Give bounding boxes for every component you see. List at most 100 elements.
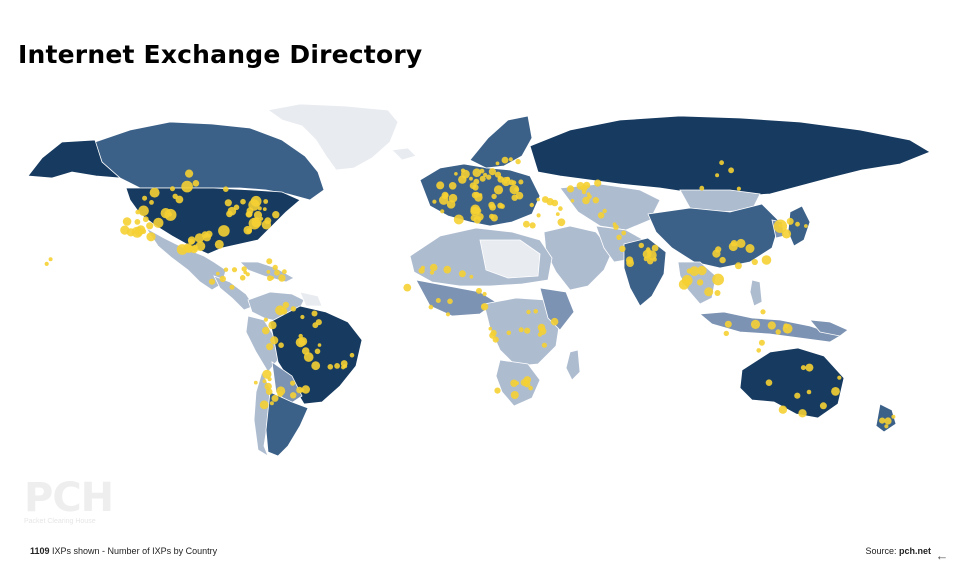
ixp-marker[interactable]: [891, 414, 896, 419]
ixp-marker[interactable]: [216, 271, 220, 276]
ixp-marker[interactable]: [440, 209, 445, 214]
ixp-marker[interactable]: [264, 382, 272, 391]
ixp-marker[interactable]: [518, 327, 524, 333]
ixp-marker[interactable]: [327, 364, 334, 370]
ixp-marker[interactable]: [474, 191, 480, 198]
ixp-marker[interactable]: [761, 255, 772, 265]
ixp-marker[interactable]: [246, 228, 252, 234]
ixp-marker[interactable]: [483, 172, 488, 177]
ixp-marker[interactable]: [429, 263, 438, 272]
ixp-marker[interactable]: [469, 176, 473, 181]
ixp-marker[interactable]: [685, 278, 691, 284]
ixp-marker[interactable]: [602, 208, 607, 214]
ixp-marker[interactable]: [751, 258, 758, 266]
ixp-marker[interactable]: [263, 199, 269, 204]
ixp-marker[interactable]: [280, 307, 288, 315]
ixp-marker[interactable]: [712, 249, 721, 258]
ixp-marker[interactable]: [550, 317, 559, 326]
ixp-marker[interactable]: [259, 400, 269, 410]
ixp-marker[interactable]: [719, 160, 724, 166]
ixp-marker[interactable]: [515, 381, 519, 385]
ixp-marker[interactable]: [262, 369, 272, 379]
ixp-marker[interactable]: [765, 379, 773, 387]
ixp-marker[interactable]: [576, 182, 585, 190]
ixp-marker[interactable]: [488, 168, 496, 176]
ixp-marker[interactable]: [715, 173, 720, 178]
ixp-marker[interactable]: [195, 241, 206, 252]
ixp-marker[interactable]: [510, 379, 518, 387]
ixp-marker[interactable]: [819, 402, 827, 410]
ixp-marker[interactable]: [523, 220, 530, 228]
source-link[interactable]: pch.net: [898, 546, 931, 556]
ixp-marker[interactable]: [311, 310, 318, 317]
ixp-marker[interactable]: [520, 379, 528, 386]
ixp-marker[interactable]: [253, 211, 263, 220]
ixp-marker[interactable]: [192, 180, 200, 187]
ixp-marker[interactable]: [272, 264, 278, 271]
ixp-marker[interactable]: [489, 203, 496, 211]
arrow-left-icon[interactable]: ←: [935, 548, 949, 563]
ixp-marker[interactable]: [482, 291, 487, 297]
ixp-marker[interactable]: [524, 327, 531, 334]
ixp-marker[interactable]: [884, 424, 889, 429]
ixp-marker[interactable]: [476, 287, 482, 294]
ixp-marker[interactable]: [795, 221, 800, 227]
ixp-marker[interactable]: [510, 391, 519, 399]
ixp-marker[interactable]: [621, 230, 627, 236]
ixp-marker[interactable]: [619, 245, 626, 252]
ixp-marker[interactable]: [253, 380, 258, 385]
ixp-marker[interactable]: [786, 217, 794, 225]
ixp-marker[interactable]: [447, 298, 453, 305]
ixp-marker[interactable]: [231, 267, 238, 273]
ixp-marker[interactable]: [472, 184, 479, 191]
ixp-marker[interactable]: [276, 386, 286, 396]
ixp-marker[interactable]: [223, 267, 229, 272]
ixp-marker[interactable]: [120, 225, 130, 235]
ixp-marker[interactable]: [241, 266, 247, 272]
ixp-marker[interactable]: [218, 225, 230, 237]
ixp-marker[interactable]: [736, 238, 746, 248]
ixp-marker[interactable]: [334, 363, 340, 369]
ixp-marker[interactable]: [48, 257, 53, 262]
ixp-marker[interactable]: [454, 172, 458, 176]
ixp-marker[interactable]: [884, 417, 892, 425]
ixp-marker[interactable]: [730, 240, 738, 247]
ixp-marker[interactable]: [489, 213, 495, 220]
ixp-marker[interactable]: [537, 323, 546, 332]
ixp-marker[interactable]: [403, 283, 412, 292]
ixp-marker[interactable]: [555, 212, 560, 217]
ixp-marker[interactable]: [290, 380, 296, 386]
ixp-marker[interactable]: [479, 175, 486, 182]
ixp-marker[interactable]: [435, 298, 441, 303]
ixp-marker[interactable]: [612, 222, 617, 227]
ixp-marker[interactable]: [470, 206, 480, 217]
ixp-marker[interactable]: [44, 261, 49, 266]
ixp-marker[interactable]: [153, 217, 164, 228]
ixp-marker[interactable]: [586, 192, 591, 196]
ixp-marker[interactable]: [570, 198, 575, 203]
ixp-marker[interactable]: [778, 405, 788, 414]
ixp-marker[interactable]: [541, 196, 549, 203]
ixp-marker[interactable]: [723, 330, 729, 337]
ixp-marker[interactable]: [583, 181, 591, 189]
ixp-marker[interactable]: [188, 238, 195, 245]
ixp-marker[interactable]: [282, 269, 287, 275]
ixp-marker[interactable]: [804, 224, 808, 228]
ixp-marker[interactable]: [529, 202, 534, 208]
ixp-marker[interactable]: [134, 219, 141, 225]
ixp-marker[interactable]: [229, 284, 235, 290]
ixp-marker[interactable]: [581, 190, 587, 195]
ixp-marker[interactable]: [208, 278, 216, 285]
ixp-marker[interactable]: [528, 385, 533, 391]
ixp-marker[interactable]: [149, 187, 160, 198]
ixp-marker[interactable]: [526, 309, 531, 315]
ixp-marker[interactable]: [214, 239, 224, 249]
ixp-marker[interactable]: [446, 200, 456, 209]
ixp-marker[interactable]: [689, 266, 700, 277]
ixp-marker[interactable]: [745, 244, 755, 253]
ixp-marker[interactable]: [626, 259, 634, 267]
ixp-marker[interactable]: [341, 365, 346, 370]
ixp-marker[interactable]: [219, 275, 226, 283]
ixp-marker[interactable]: [278, 342, 284, 349]
ixp-marker[interactable]: [251, 217, 262, 228]
